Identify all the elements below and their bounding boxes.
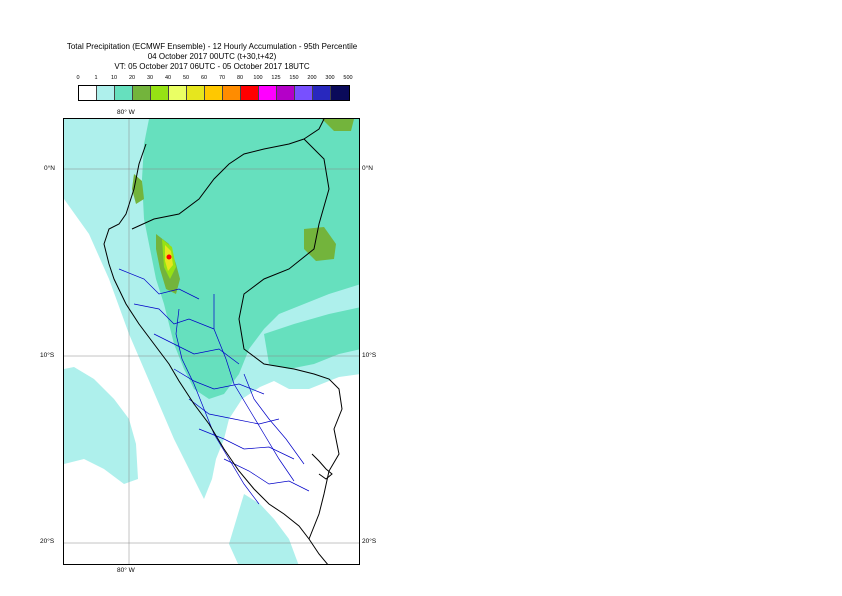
legend-tick-14: 300: [325, 75, 335, 81]
precip-medium-north: [142, 119, 359, 399]
legend-tick-12: 150: [289, 75, 299, 81]
legend-swatch-9: [241, 86, 259, 100]
legend-swatch-6: [187, 86, 205, 100]
chart-title: Total Precipitation (ECMWF Ensemble) - 1…: [0, 42, 424, 72]
legend-tick-labels: 0 1 10 20 30 40 50 60 70 80 100 125 150 200 300 500: [70, 75, 356, 85]
legend-tick-8: 70: [218, 75, 226, 81]
legend-color-bar: [78, 85, 350, 101]
legend-tick-2: 10: [110, 75, 118, 81]
title-line-1: Total Precipitation (ECMWF Ensemble) - 1…: [66, 42, 358, 51]
country-border-colombia: [303, 119, 325, 140]
legend-tick-13: 200: [307, 75, 317, 81]
region-border-2: [133, 303, 215, 330]
legend-tick-3: 20: [128, 75, 136, 81]
region-border-9: [213, 294, 295, 482]
precip-green-amazon: [304, 227, 336, 261]
country-borders: [103, 119, 343, 564]
lat-label-20s-right: 20°S: [362, 538, 377, 545]
precip-red-patches: [166, 254, 172, 260]
legend-tick-9: 80: [236, 75, 244, 81]
precip-medium-east: [264, 307, 359, 369]
title-line-2: 04 October 2017 00UTC (t+30,t+42): [147, 52, 277, 61]
map-canvas: [64, 119, 359, 564]
region-border-1: [118, 268, 200, 300]
country-border-bolivia: [311, 453, 333, 480]
region-border-3: [153, 333, 240, 365]
precipitation-map: [63, 118, 360, 565]
lon-label-bottom: 80° W: [117, 567, 135, 574]
legend-swatch-8: [223, 86, 241, 100]
legend-swatch-2: [115, 86, 133, 100]
region-border-7: [223, 458, 310, 492]
precip-green-north: [322, 119, 354, 131]
lat-label-0-left: 0°N: [44, 165, 55, 172]
legend-tick-6: 50: [182, 75, 190, 81]
precip-red-core: [166, 254, 172, 260]
legend-swatch-4: [151, 86, 169, 100]
legend-tick-1: 1: [94, 75, 98, 81]
region-borders: [118, 268, 310, 505]
title-line-3: VT: 05 October 2017 06UTC - 05 October 2…: [114, 62, 310, 71]
country-border-ecuador-peru: [131, 138, 305, 230]
legend-swatch-5: [169, 86, 187, 100]
legend-swatch-11: [277, 86, 295, 100]
legend-tick-10: 100: [253, 75, 263, 81]
region-border-8: [175, 308, 260, 505]
precip-light-south: [229, 494, 299, 564]
precip-medium-field: [142, 119, 359, 399]
country-border-brazil: [238, 138, 343, 540]
legend-swatch-7: [205, 86, 223, 100]
precip-light-offshore: [64, 367, 138, 484]
legend-swatch-12: [295, 86, 313, 100]
legend-swatch-1: [97, 86, 115, 100]
legend-swatch-14: [331, 86, 349, 100]
region-border-10: [243, 373, 305, 465]
lon-label-top: 80° W: [117, 109, 135, 116]
legend-tick-7: 60: [200, 75, 208, 81]
legend-swatch-10: [259, 86, 277, 100]
legend-tick-0: 0: [76, 75, 80, 81]
legend-tick-15: 500: [343, 75, 353, 81]
legend-swatch-13: [313, 86, 331, 100]
color-legend: 0 1 10 20 30 40 50 60 70 80 100 125 150 200 300 500: [70, 75, 356, 101]
legend-tick-11: 125: [271, 75, 281, 81]
country-border-coastline: [103, 143, 328, 564]
legend-swatch-0: [79, 86, 97, 100]
legend-tick-4: 30: [146, 75, 154, 81]
legend-tick-5: 40: [164, 75, 172, 81]
lat-label-10s-left: 10°S: [40, 352, 55, 359]
region-border-4: [173, 368, 265, 395]
region-border-5: [188, 398, 280, 425]
lat-label-20s-left: 20°S: [40, 538, 55, 545]
lat-label-0-right: 0°N: [362, 165, 373, 172]
lat-label-10s-right: 10°S: [362, 352, 377, 359]
legend-swatch-3: [133, 86, 151, 100]
